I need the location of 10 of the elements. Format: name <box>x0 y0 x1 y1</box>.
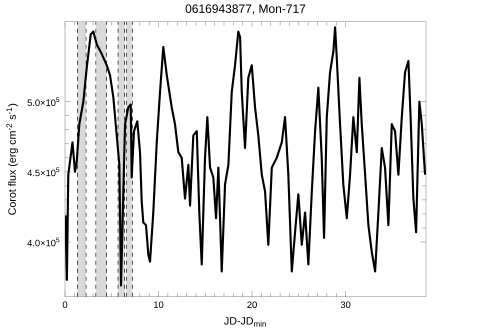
y-axis-title: Corot flux (erg cm$^{-2}$ s$^{-1}$) <box>6 104 18 215</box>
chart-title: 0616943877, Mon-717 <box>186 4 306 14</box>
x-axis-title: JD-JD$_{min}$ <box>224 317 266 327</box>
x-tick-label: 30 <box>340 302 350 308</box>
x-tick-label: 0 <box>62 302 68 308</box>
x-tick-label: 10 <box>154 302 164 308</box>
y-tick-label: 5.0×10$^{5}$ <box>27 98 60 106</box>
x-tick-label: 20 <box>247 302 257 308</box>
y-tick-label: 4.5×10$^{5}$ <box>27 168 60 176</box>
y-tick-label: 4.0×10$^{5}$ <box>27 238 60 246</box>
